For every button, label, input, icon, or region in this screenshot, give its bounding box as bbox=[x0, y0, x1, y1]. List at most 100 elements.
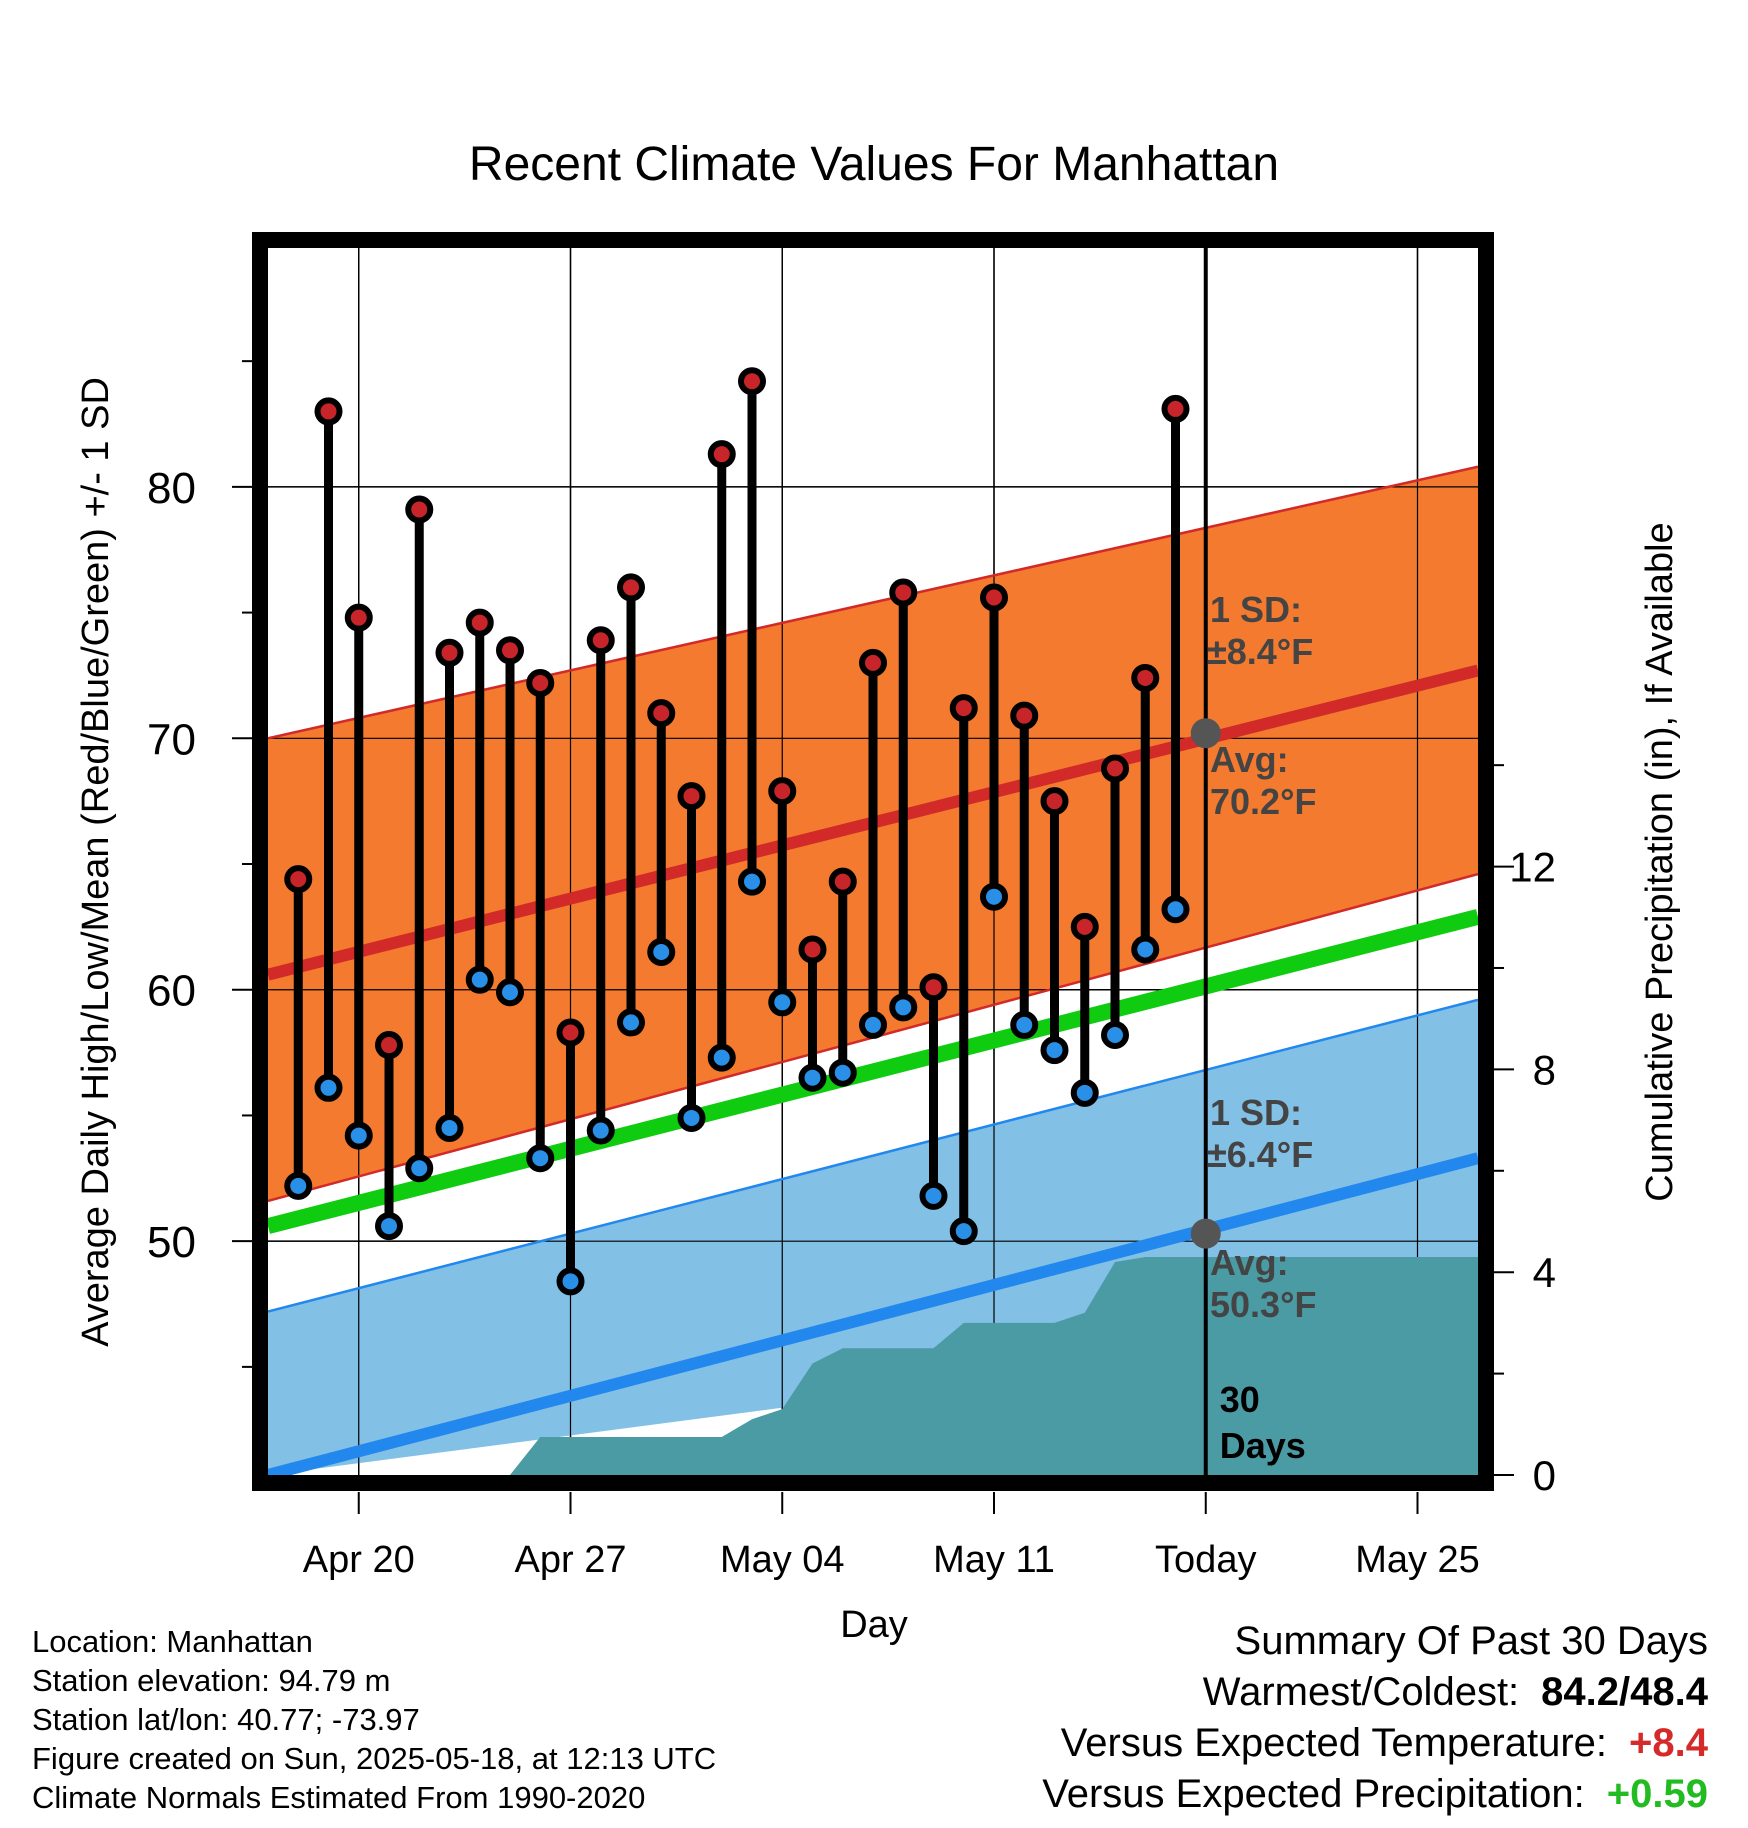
y2-tick-label: 12 bbox=[1509, 844, 1556, 891]
y2-tick-label: 8 bbox=[1533, 1046, 1556, 1093]
low-sd-label: 1 SD: bbox=[1210, 1092, 1302, 1133]
low-point bbox=[465, 965, 494, 994]
low-point bbox=[1010, 1010, 1039, 1039]
high-point bbox=[707, 440, 736, 469]
low-point bbox=[375, 1212, 403, 1241]
warmest-coldest-label: Warmest/Coldest: bbox=[1202, 1670, 1520, 1714]
normals-period-text: Climate Normals Estimated From 1990-2020 bbox=[32, 1780, 646, 1815]
elevation-text: Station elevation: 94.79 m bbox=[32, 1663, 391, 1698]
high-point bbox=[526, 668, 555, 697]
precip-departure-label: Versus Expected Precipitation: bbox=[1042, 1772, 1585, 1816]
high-point bbox=[435, 638, 464, 667]
plot-area: 30 Days 50 60 70 80 0 4 8 12 Apr 20 Apr 27 May 04 May… bbox=[147, 232, 1556, 1581]
high-point bbox=[465, 608, 494, 637]
avg-low-line bbox=[268, 1152, 1478, 1475]
low-sd-value: ±6.4°F bbox=[1207, 1134, 1313, 1175]
summary-heading: Summary Of Past 30 Days bbox=[1234, 1619, 1708, 1663]
x-tick-label: Apr 27 bbox=[515, 1539, 627, 1581]
low-point bbox=[435, 1114, 464, 1143]
low-point bbox=[344, 1121, 373, 1150]
high-point bbox=[556, 1018, 585, 1047]
today-avg-high-marker bbox=[1190, 718, 1221, 749]
temp-departure-row: Versus Expected Temperature: +8.4 bbox=[1042, 1718, 1708, 1769]
x-tick-label: Today bbox=[1155, 1539, 1256, 1581]
high-point bbox=[375, 1031, 403, 1060]
low-point bbox=[647, 938, 676, 967]
x-tick-label: May 04 bbox=[720, 1539, 845, 1581]
low-point bbox=[707, 1043, 736, 1072]
y-axis-label: Average Daily High/Low/Mean (Red/Blue/Gr… bbox=[75, 377, 117, 1347]
precip-area bbox=[268, 1256, 1478, 1475]
high-point bbox=[284, 865, 313, 894]
y-tick-label: 60 bbox=[147, 967, 196, 1016]
high-sd-upper-edge bbox=[268, 465, 1478, 740]
today-days-label-line: Days bbox=[1220, 1425, 1306, 1466]
high-point bbox=[980, 583, 1008, 612]
low-point bbox=[1101, 1020, 1129, 1049]
high-point bbox=[738, 367, 766, 396]
high-point bbox=[949, 694, 978, 723]
latlon-text: Station lat/lon: 40.77; -73.97 bbox=[32, 1702, 420, 1737]
high-avg-label: Avg: bbox=[1210, 739, 1289, 780]
high-avg-value: 70.2°F bbox=[1210, 781, 1316, 822]
high-point bbox=[344, 603, 373, 632]
low-avg-value: 50.3°F bbox=[1210, 1284, 1316, 1325]
high-point bbox=[1040, 787, 1069, 816]
low-point bbox=[526, 1144, 555, 1173]
low-point bbox=[677, 1103, 706, 1132]
low-point bbox=[738, 867, 766, 896]
low-point bbox=[496, 978, 524, 1007]
y-tick-label: 70 bbox=[147, 715, 196, 764]
high-point bbox=[919, 973, 948, 1002]
low-point bbox=[1161, 895, 1190, 924]
high-point bbox=[405, 495, 434, 524]
created-text: Figure created on Sun, 2025-05-18, at 12… bbox=[32, 1741, 717, 1776]
high-sd-label: 1 SD: bbox=[1210, 589, 1302, 630]
high-point bbox=[496, 636, 524, 665]
high-point bbox=[1010, 701, 1039, 730]
x-tick-label: Apr 20 bbox=[303, 1539, 415, 1581]
low-point bbox=[1040, 1036, 1069, 1065]
today-annotations: 1 SD: ±8.4°F Avg: 70.2°F 1 SD: ±6.4°F Av… bbox=[1207, 589, 1316, 1325]
summary-panel: Summary Of Past 30 Days Warmest/Coldest:… bbox=[1042, 1616, 1708, 1820]
high-point bbox=[1101, 754, 1129, 783]
low-point bbox=[889, 993, 918, 1022]
low-point bbox=[314, 1073, 343, 1102]
low-point bbox=[919, 1181, 948, 1210]
temp-departure-label: Versus Expected Temperature: bbox=[1060, 1721, 1608, 1765]
today-days-label-line: 30 bbox=[1220, 1379, 1260, 1420]
location-text: Location: Manhattan bbox=[32, 1624, 313, 1659]
low-point bbox=[980, 882, 1008, 911]
temp-departure-value: +8.4 bbox=[1629, 1721, 1708, 1765]
high-sd-value: ±8.4°F bbox=[1207, 631, 1313, 672]
y2-tick-label: 4 bbox=[1533, 1249, 1556, 1296]
low-point bbox=[1070, 1078, 1099, 1107]
y2-tick-label: 0 bbox=[1533, 1452, 1556, 1499]
high-point bbox=[1161, 394, 1190, 423]
low-point bbox=[586, 1116, 615, 1145]
high-point bbox=[647, 699, 676, 728]
y-tick-label: 50 bbox=[147, 1218, 196, 1267]
low-point bbox=[768, 988, 797, 1017]
high-point bbox=[1131, 663, 1160, 692]
x-tick-label: May 25 bbox=[1355, 1539, 1480, 1581]
y2-axis-label: Cumulative Precipitation (in), If Availa… bbox=[1639, 522, 1681, 1201]
high-point bbox=[677, 782, 706, 811]
warmest-coldest-row: Warmest/Coldest: 84.2/48.4 bbox=[1042, 1667, 1708, 1718]
low-point bbox=[617, 1008, 645, 1037]
high-point bbox=[617, 573, 645, 602]
warmest-coldest-value: 84.2/48.4 bbox=[1541, 1670, 1708, 1714]
low-point bbox=[405, 1154, 434, 1183]
low-point bbox=[798, 1063, 827, 1092]
low-point bbox=[1131, 935, 1160, 964]
low-point bbox=[949, 1217, 978, 1246]
high-point bbox=[768, 777, 797, 806]
avg-mean-line bbox=[268, 909, 1478, 1234]
today-avg-low-marker bbox=[1190, 1218, 1221, 1249]
low-point bbox=[556, 1267, 585, 1296]
low-point bbox=[828, 1058, 857, 1087]
plot-inner: 30 Days bbox=[268, 248, 1478, 1475]
high-point bbox=[586, 626, 615, 655]
station-info: Location: Manhattan Station elevation: 9… bbox=[32, 1622, 716, 1817]
